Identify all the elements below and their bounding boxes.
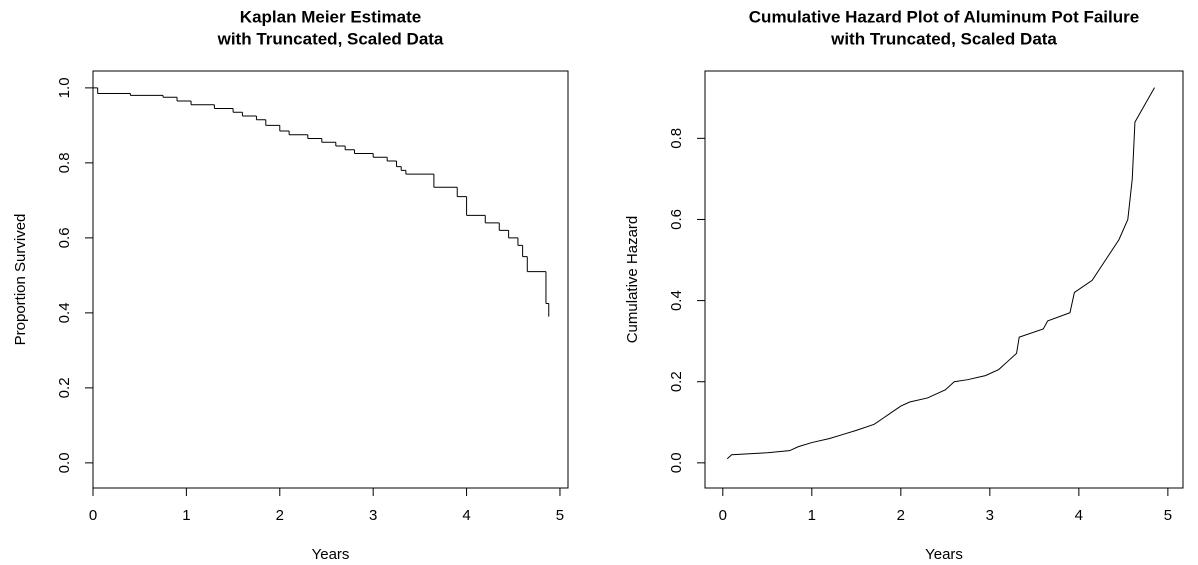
y-tick-label: 0.6 [56, 227, 73, 248]
y-tick-label: 0.0 [56, 452, 73, 473]
x-tick-label: 4 [462, 507, 470, 524]
chart-title: with Truncated, Scaled Data [217, 29, 444, 48]
y-tick-label: 0.4 [56, 302, 73, 323]
y-axis-label: Cumulative Hazard [624, 216, 641, 344]
x-tick-label: 0 [89, 507, 97, 524]
x-axis-label: Years [312, 546, 350, 563]
y-axis-label: Proportion Survived [12, 214, 29, 346]
y-tick-label: 0.6 [668, 209, 685, 230]
x-tick-label: 5 [556, 507, 564, 524]
x-tick-label: 4 [1075, 507, 1083, 524]
hazard-line [726, 87, 1155, 460]
y-tick-label: 0.2 [56, 377, 73, 398]
y-tick-label: 0.2 [668, 371, 685, 392]
y-tick-label: 0.8 [56, 152, 73, 173]
y-tick-label: 0.4 [668, 290, 685, 311]
y-tick-label: 0.8 [668, 128, 685, 149]
x-tick-label: 0 [719, 507, 727, 524]
x-tick-label: 1 [182, 507, 190, 524]
x-tick-label: 3 [986, 507, 994, 524]
x-tick-label: 3 [369, 507, 377, 524]
chart-title: Kaplan Meier Estimate [240, 7, 421, 26]
x-tick-label: 5 [1164, 507, 1172, 524]
x-tick-label: 2 [276, 507, 284, 524]
x-axis-label: Years [925, 546, 963, 563]
plot-box [704, 70, 1184, 489]
x-tick-label: 1 [808, 507, 816, 524]
plot-box [92, 70, 569, 489]
chart-title: Cumulative Hazard Plot of Aluminum Pot F… [749, 7, 1139, 26]
y-tick-label: 0.0 [668, 452, 685, 473]
x-tick-label: 2 [897, 507, 905, 524]
y-tick-label: 1.0 [56, 77, 73, 98]
chart-title: with Truncated, Scaled Data [830, 29, 1057, 48]
